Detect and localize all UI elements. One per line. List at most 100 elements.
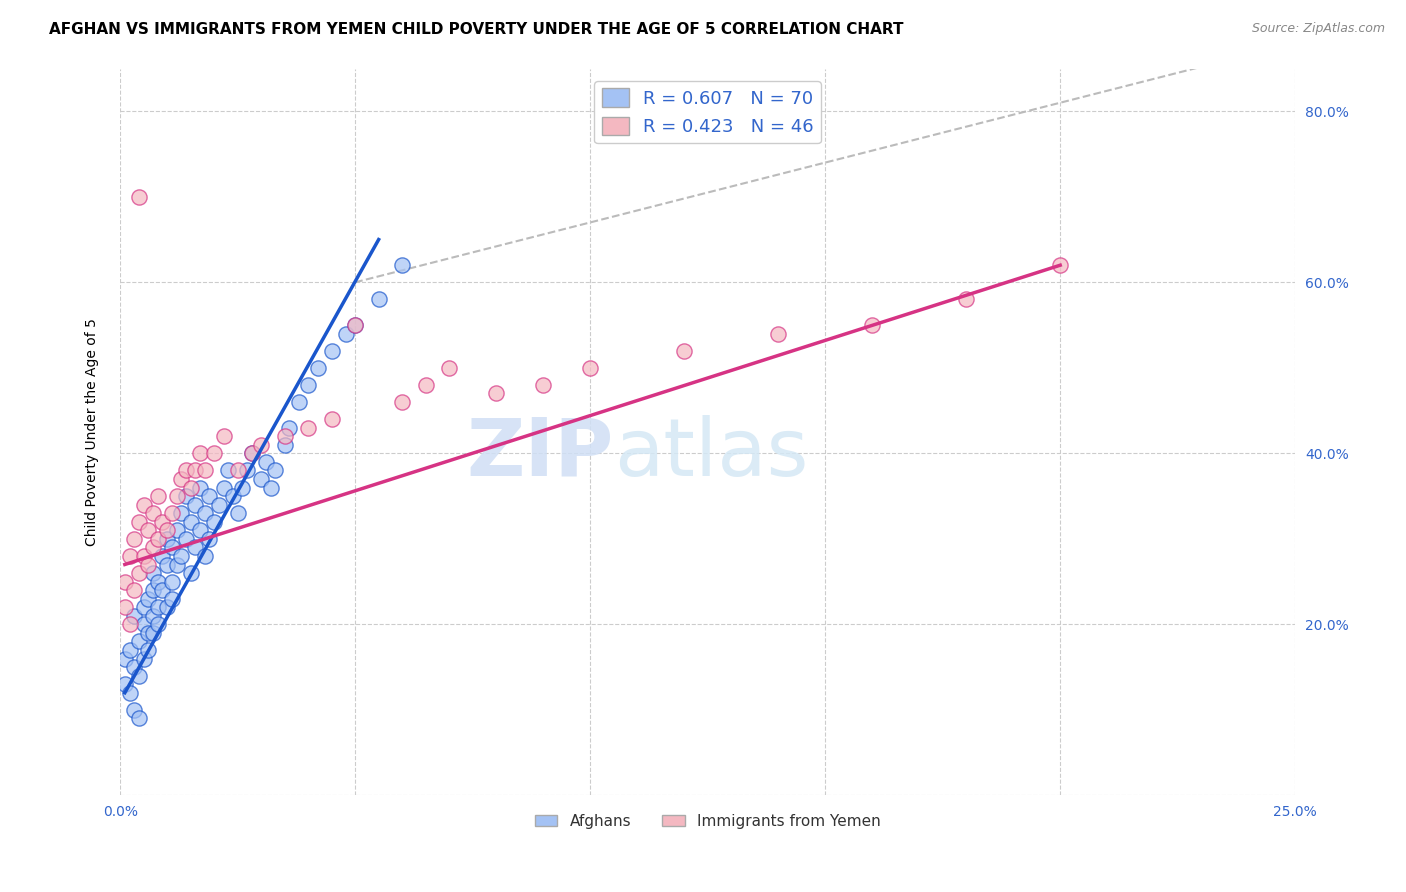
Point	[194, 506, 217, 520]
Point	[114, 600, 136, 615]
Point	[391, 395, 413, 409]
Point	[180, 566, 202, 580]
Point	[132, 651, 155, 665]
Point	[142, 583, 165, 598]
Point	[156, 524, 179, 538]
Point	[142, 541, 165, 555]
Point	[156, 558, 179, 572]
Point	[194, 463, 217, 477]
Point	[170, 506, 193, 520]
Point	[138, 524, 160, 538]
Point	[437, 360, 460, 375]
Point	[142, 506, 165, 520]
Point	[264, 463, 287, 477]
Point	[128, 634, 150, 648]
Point	[485, 386, 508, 401]
Y-axis label: Child Poverty Under the Age of 5: Child Poverty Under the Age of 5	[86, 318, 100, 546]
Point	[122, 608, 145, 623]
Point	[166, 489, 188, 503]
Point	[122, 660, 145, 674]
Point	[240, 446, 263, 460]
Point	[202, 515, 225, 529]
Point	[118, 617, 141, 632]
Point	[321, 343, 343, 358]
Point	[188, 524, 211, 538]
Point	[188, 446, 211, 460]
Point	[236, 463, 259, 477]
Point	[128, 515, 150, 529]
Point	[146, 600, 169, 615]
Point	[287, 395, 309, 409]
Point	[198, 532, 221, 546]
Point	[132, 617, 155, 632]
Point	[146, 574, 169, 589]
Point	[226, 463, 249, 477]
Point	[142, 626, 165, 640]
Point	[194, 549, 217, 563]
Point	[208, 498, 231, 512]
Point	[579, 360, 602, 375]
Point	[766, 326, 789, 341]
Point	[146, 617, 169, 632]
Point	[152, 515, 174, 529]
Point	[156, 532, 179, 546]
Point	[240, 446, 263, 460]
Point	[188, 481, 211, 495]
Point	[142, 608, 165, 623]
Point	[152, 549, 174, 563]
Point	[114, 651, 136, 665]
Point	[118, 643, 141, 657]
Point	[128, 190, 150, 204]
Legend: Afghans, Immigrants from Yemen: Afghans, Immigrants from Yemen	[529, 808, 887, 835]
Point	[132, 549, 155, 563]
Point	[367, 293, 389, 307]
Point	[344, 318, 367, 332]
Point	[160, 574, 183, 589]
Point	[160, 506, 183, 520]
Point	[212, 481, 235, 495]
Point	[297, 378, 319, 392]
Point	[132, 600, 155, 615]
Text: Source: ZipAtlas.com: Source: ZipAtlas.com	[1251, 22, 1385, 36]
Text: AFGHAN VS IMMIGRANTS FROM YEMEN CHILD POVERTY UNDER THE AGE OF 5 CORRELATION CHA: AFGHAN VS IMMIGRANTS FROM YEMEN CHILD PO…	[49, 22, 904, 37]
Point	[217, 463, 239, 477]
Point	[307, 360, 329, 375]
Point	[335, 326, 357, 341]
Point	[118, 686, 141, 700]
Point	[202, 446, 225, 460]
Point	[166, 524, 188, 538]
Point	[184, 541, 207, 555]
Point	[122, 583, 145, 598]
Point	[174, 463, 197, 477]
Point	[1049, 258, 1071, 272]
Point	[673, 343, 696, 358]
Point	[860, 318, 883, 332]
Point	[146, 489, 169, 503]
Point	[231, 481, 253, 495]
Point	[174, 532, 197, 546]
Point	[391, 258, 413, 272]
Point	[250, 438, 273, 452]
Point	[222, 489, 245, 503]
Point	[212, 429, 235, 443]
Point	[321, 412, 343, 426]
Point	[146, 532, 169, 546]
Point	[170, 472, 193, 486]
Text: ZIP: ZIP	[467, 415, 613, 492]
Point	[128, 711, 150, 725]
Point	[180, 481, 202, 495]
Point	[180, 515, 202, 529]
Point	[250, 472, 273, 486]
Point	[156, 600, 179, 615]
Point	[344, 318, 367, 332]
Point	[138, 558, 160, 572]
Point	[128, 566, 150, 580]
Point	[174, 489, 197, 503]
Point	[415, 378, 437, 392]
Point	[114, 574, 136, 589]
Point	[152, 583, 174, 598]
Point	[170, 549, 193, 563]
Point	[128, 668, 150, 682]
Point	[160, 591, 183, 606]
Point	[132, 498, 155, 512]
